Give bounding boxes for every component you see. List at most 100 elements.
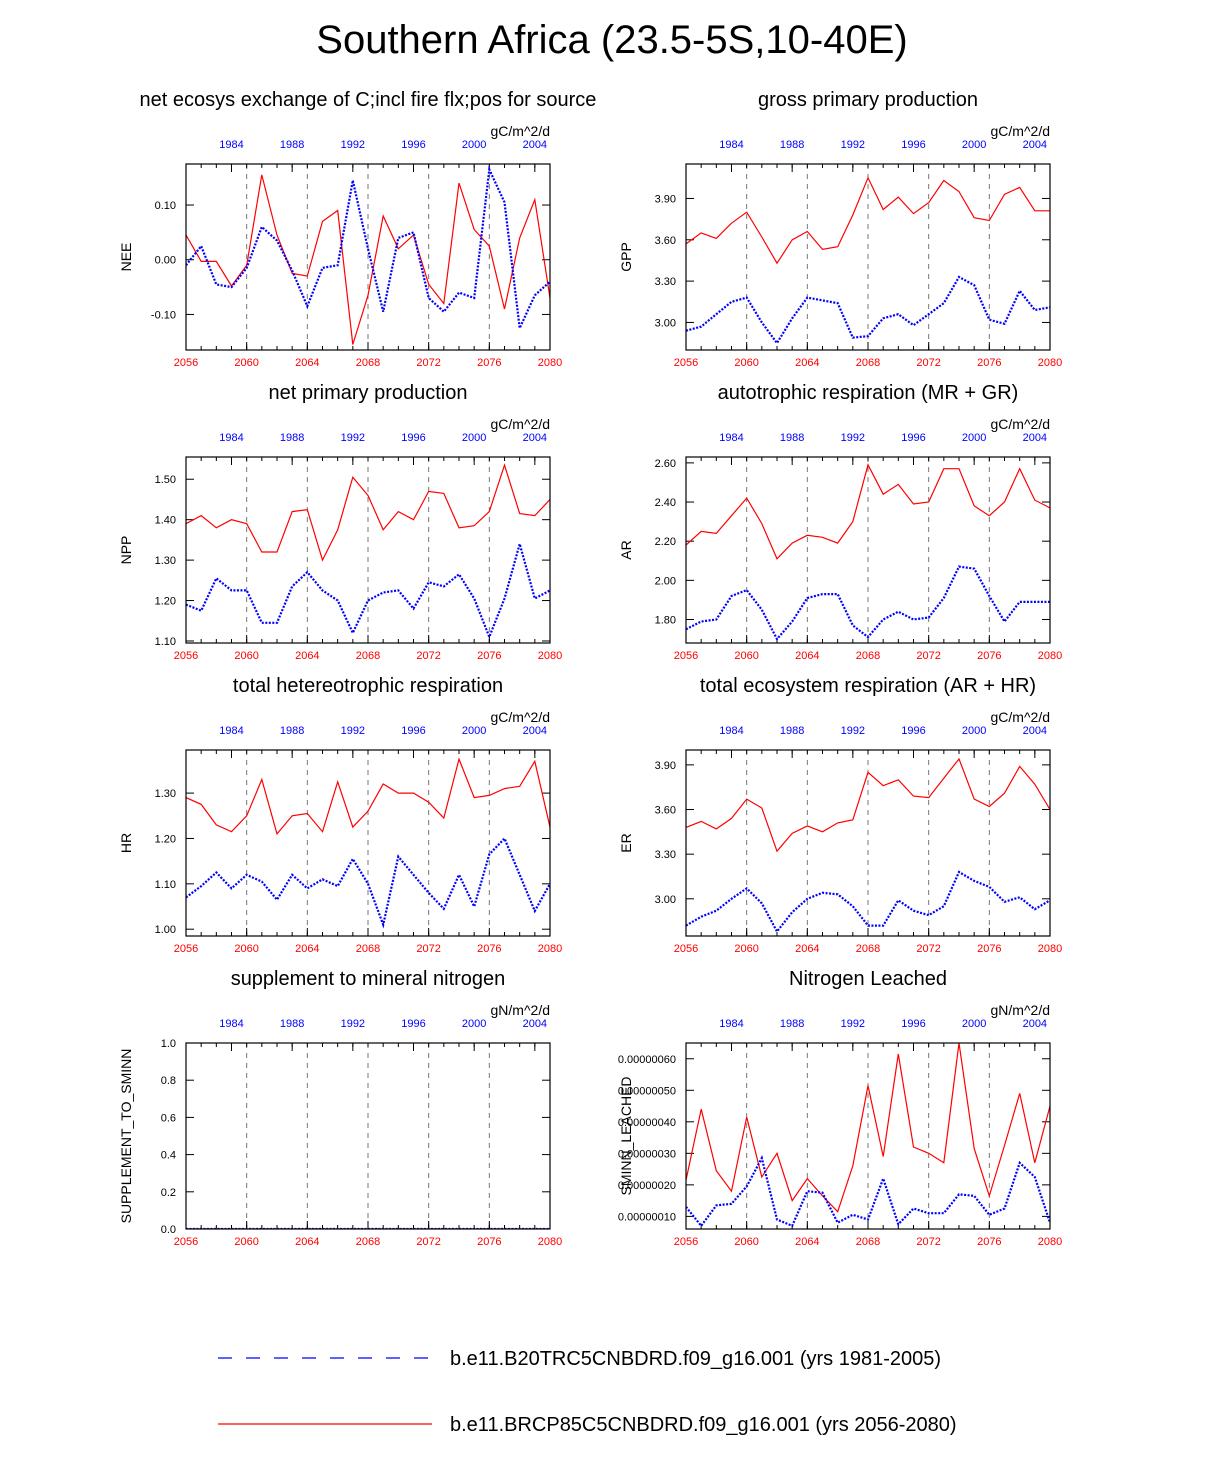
units-label: gC/m^2/d <box>991 709 1050 725</box>
y-axis-label: AR <box>618 540 634 559</box>
bottom-tick-label: 2072 <box>916 943 940 955</box>
series-group <box>186 757 550 929</box>
series-group <box>186 165 550 345</box>
y-axis-label: SUPPLEMENT_TO_SMINN <box>118 1049 134 1224</box>
top-tick-label: 1988 <box>780 725 804 737</box>
bottom-tick-label: 2064 <box>795 943 819 955</box>
y-tick-label: 0.8 <box>161 1075 176 1087</box>
y-tick-label: 1.20 <box>155 833 176 845</box>
bottom-tick-label: 2060 <box>734 650 758 662</box>
bottom-tick-label: 2072 <box>416 943 440 955</box>
bottom-tick-label: 2080 <box>538 357 562 369</box>
bottom-tick-label: 2056 <box>174 650 198 662</box>
series-line-historical <box>186 165 550 333</box>
bottom-tick-label: 2072 <box>916 357 940 369</box>
series-line-historical <box>686 1155 1050 1228</box>
y-tick-label: 3.30 <box>655 849 676 861</box>
top-tick-label: 1988 <box>280 139 304 151</box>
top-tick-label: 2004 <box>1023 725 1047 737</box>
y-tick-label: 3.00 <box>655 317 676 329</box>
units-label: gC/m^2/d <box>491 123 550 139</box>
top-tick-label: 1988 <box>780 1018 804 1030</box>
top-tick-label: 1996 <box>901 139 925 151</box>
top-tick-label: 2000 <box>462 725 486 737</box>
bottom-tick-label: 2076 <box>977 650 1001 662</box>
bottom-tick-label: 2080 <box>1038 650 1062 662</box>
bottom-tick-label: 2064 <box>295 943 319 955</box>
series-group <box>686 463 1050 642</box>
bottom-tick-label: 2056 <box>174 1236 198 1248</box>
top-tick-label: 1988 <box>280 432 304 444</box>
panel-er: total ecosystem respiration (AR + HR) gC/… <box>618 675 1062 955</box>
series-line-future <box>686 176 1050 265</box>
top-tick-label: 2000 <box>962 1018 986 1030</box>
y-tick-label: 1.00 <box>155 924 176 936</box>
bottom-tick-label: 2056 <box>674 650 698 662</box>
plot-frame <box>185 749 551 937</box>
y-tick-label: 1.80 <box>655 615 676 627</box>
top-tick-label: 1992 <box>341 1018 365 1030</box>
series-group <box>186 463 550 640</box>
top-tick-label: 1992 <box>841 725 865 737</box>
bottom-tick-label: 2064 <box>795 650 819 662</box>
plot-frame <box>685 749 1051 937</box>
panel-title: total hetereotrophic respiration <box>233 675 503 697</box>
top-tick-label: 1988 <box>780 139 804 151</box>
bottom-tick-label: 2068 <box>856 357 880 369</box>
y-axis-label: HR <box>118 833 134 853</box>
panel-npp: net primary production gC/m^2/d NPP 2056 206… <box>118 382 562 662</box>
bottom-tick-label: 2068 <box>356 650 380 662</box>
top-tick-label: 1984 <box>219 139 243 151</box>
units-label: gN/m^2/d <box>991 1002 1050 1018</box>
y-tick-label: 3.60 <box>655 805 676 817</box>
panel-title: Nitrogen Leached <box>789 968 947 990</box>
panel-title: net ecosys exchange of C;incl fire flx;p… <box>140 89 597 111</box>
y-tick-label: 2.60 <box>655 458 676 470</box>
bottom-tick-label: 2072 <box>916 650 940 662</box>
y-tick-label: 1.0 <box>161 1038 176 1050</box>
y-tick-label: 0.00 <box>155 255 176 267</box>
top-tick-label: 1984 <box>719 432 743 444</box>
top-tick-label: 2004 <box>1023 432 1047 444</box>
y-tick-label: 1.50 <box>155 474 176 486</box>
series-group <box>686 757 1050 934</box>
bottom-tick-label: 2076 <box>477 650 501 662</box>
bottom-tick-label: 2068 <box>356 943 380 955</box>
top-tick-label: 1984 <box>219 725 243 737</box>
y-axis-label: NEE <box>118 243 134 272</box>
top-tick-label: 2004 <box>1023 139 1047 151</box>
bottom-tick-label: 2060 <box>734 1236 758 1248</box>
top-tick-label: 1988 <box>280 725 304 737</box>
panel-hr: total hetereotrophic respiration gC/m^2/d… <box>118 675 562 955</box>
plot-frame <box>685 456 1051 644</box>
panel-nee: net ecosys exchange of C;incl fire flx;p… <box>118 89 596 369</box>
units-label: gC/m^2/d <box>991 123 1050 139</box>
top-tick-label: 1996 <box>401 139 425 151</box>
bottom-tick-label: 2060 <box>734 943 758 955</box>
bottom-tick-label: 2072 <box>416 650 440 662</box>
y-tick-label: 0.2 <box>161 1187 176 1199</box>
series-group <box>686 1043 1050 1228</box>
top-tick-label: 2004 <box>523 1018 547 1030</box>
bottom-tick-label: 2080 <box>538 1236 562 1248</box>
bottom-tick-label: 2072 <box>416 1236 440 1248</box>
y-tick-label: 1.40 <box>155 515 176 527</box>
series-line-future <box>186 757 550 836</box>
y-tick-label: 1.30 <box>155 555 176 567</box>
bottom-tick-label: 2072 <box>416 357 440 369</box>
top-tick-label: 2004 <box>523 139 547 151</box>
y-tick-label: 0.0 <box>161 1224 176 1236</box>
y-tick-label: 3.90 <box>655 193 676 205</box>
series-group <box>686 176 1050 346</box>
top-tick-label: 2000 <box>462 1018 486 1030</box>
top-tick-label: 1992 <box>341 432 365 444</box>
top-tick-label: 1996 <box>901 1018 925 1030</box>
plot-frame <box>185 456 551 644</box>
top-tick-label: 1992 <box>841 139 865 151</box>
top-tick-label: 2000 <box>962 725 986 737</box>
bottom-tick-label: 2080 <box>538 943 562 955</box>
bottom-tick-label: 2064 <box>295 650 319 662</box>
series-line-future <box>186 174 550 345</box>
top-tick-label: 1984 <box>219 432 243 444</box>
